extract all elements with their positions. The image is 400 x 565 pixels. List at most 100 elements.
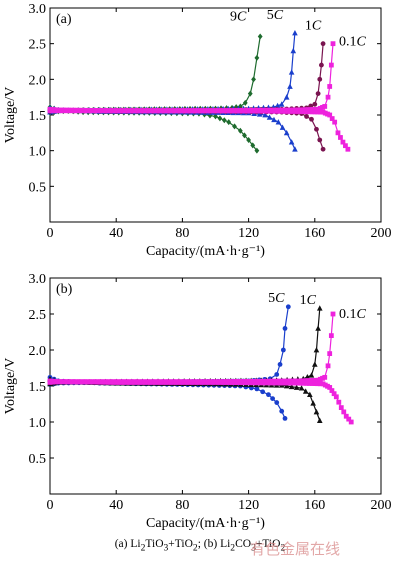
series-0.1C-discharge-point: [231, 108, 237, 114]
series-0.1C-discharge-point: [84, 379, 90, 385]
series-0.1C-discharge-point: [239, 108, 245, 114]
series-0.1C-discharge-point: [237, 380, 242, 386]
series-0.1C-charge-point: [322, 374, 328, 380]
series-0.1C-discharge-point: [277, 108, 282, 114]
series-0.1C-discharge-point: [69, 107, 74, 113]
series-1C-discharge-point: [302, 388, 309, 394]
series-0.1C-discharge-point: [74, 107, 80, 113]
series-0.1C-charge-point: [303, 378, 309, 384]
series-0.1C-charge-point: [313, 377, 319, 383]
series-0.1C-discharge-point: [71, 379, 77, 385]
series-1C-discharge-point: [293, 384, 300, 390]
series-0.1C-discharge-point: [205, 108, 211, 114]
series-0.1C-discharge-point: [50, 378, 56, 384]
series-0.1C-discharge-point: [229, 108, 234, 114]
series-0.1C-discharge-point: [234, 108, 240, 114]
series-0.1C-discharge-point: [306, 381, 312, 386]
y-tick-label: 1.5: [29, 380, 47, 395]
series-label: 1C: [305, 19, 322, 34]
series-0.1C-discharge-point: [271, 380, 277, 386]
series-0.1C-discharge-point: [111, 379, 116, 385]
series-0.1C-discharge-point: [47, 378, 53, 384]
x-tick-label: 0: [47, 498, 54, 513]
series-0.1C-discharge-point: [98, 379, 103, 385]
series-0.1C-discharge-point: [108, 108, 114, 114]
series-label-unit: C: [237, 10, 247, 25]
series-0.1C-discharge-point: [295, 109, 301, 114]
series-0.1C-discharge-point: [152, 108, 158, 114]
series-label: 9C: [230, 10, 247, 25]
y-tick-label: 2.5: [29, 308, 47, 323]
series-0.1C-discharge-point: [90, 379, 95, 385]
series-0.1C-discharge-point: [82, 107, 88, 113]
series-0.1C-discharge-point: [119, 380, 124, 385]
series-9C-discharge-point: [254, 147, 260, 154]
series-0.1C-discharge-point: [340, 139, 346, 145]
series-0.1C-discharge-point: [184, 108, 190, 114]
series-0.1C-discharge-point: [87, 379, 93, 385]
series-0.1C-discharge-point: [186, 108, 192, 114]
series-label-unit: C: [312, 19, 322, 34]
series-0.1C-discharge-point: [336, 399, 342, 405]
series-0.1C-discharge-point: [338, 405, 344, 410]
series-0.1C-discharge-point: [113, 108, 119, 114]
series-0.1C-discharge-point: [192, 108, 197, 114]
series-0.1C-discharge-point: [53, 379, 58, 384]
series-label-value: 1: [300, 293, 307, 308]
x-axis-label: Capacity/(mA·h·g⁻¹): [146, 244, 265, 259]
series-5C-discharge-point: [288, 139, 295, 145]
series-0.1C-discharge-point: [145, 108, 150, 114]
series-0.1C-discharge-point: [304, 380, 309, 386]
series-0.1C-discharge-point: [147, 108, 153, 114]
series-0.1C-discharge-point: [312, 109, 318, 115]
figure-caption: (a) Li2TiO3+TiO2; (b) Li2CO3+TiO2: [0, 538, 400, 553]
series-5C-charge-point: [278, 101, 285, 107]
series-9C-discharge-point: [246, 136, 251, 143]
series-0.1C-discharge-point: [197, 380, 203, 385]
series-0.1C-discharge-point: [168, 108, 174, 114]
series-0.1C-discharge-point: [207, 108, 213, 114]
series-label-value: 5: [268, 291, 275, 306]
caption-b-mid: CO: [235, 538, 252, 550]
series-0.1C-discharge-point: [329, 388, 335, 393]
series-0.1C-charge-point: [313, 106, 319, 112]
series-0.1C-discharge-point: [279, 108, 285, 114]
x-tick-label: 0: [47, 226, 54, 241]
series-1C-group: [47, 41, 326, 152]
series-0.1C-charge-line: [49, 313, 334, 383]
series-0.1C-discharge-point: [255, 380, 261, 386]
series-0.1C-discharge-point: [335, 130, 341, 136]
series-0.1C-discharge-line: [49, 380, 352, 423]
series-label: 0.1C: [339, 307, 367, 322]
x-tick-label: 40: [109, 226, 123, 241]
series-0.1C-discharge-point: [245, 108, 250, 114]
series-1C-charge-point: [308, 372, 315, 378]
series-9C-discharge-point: [237, 127, 243, 134]
x-tick-label: 80: [175, 226, 189, 241]
series-0.1C-discharge-point: [253, 380, 258, 386]
series-label-value: 0.1: [339, 307, 357, 322]
series-0.1C-discharge-point: [221, 380, 226, 385]
series-0.1C-discharge-point: [229, 380, 234, 385]
y-tick-label: 1.0: [29, 416, 47, 431]
series-0.1C-discharge-point: [327, 112, 333, 118]
series-0.1C-discharge-point: [124, 380, 130, 385]
y-tick-label: 3.0: [29, 2, 47, 17]
series-0.1C-discharge-point: [309, 381, 315, 386]
series-0.1C-discharge-point: [210, 108, 216, 114]
series-0.1C-discharge-point: [245, 380, 250, 386]
watermark: 有色金属在线: [250, 540, 341, 558]
series-1C-discharge-point: [307, 391, 313, 398]
series-0.1C-discharge-point: [317, 109, 323, 115]
series-0.1C-discharge-point: [304, 109, 309, 115]
series-1C-charge-point: [320, 41, 326, 47]
series-0.1C-discharge-point: [266, 108, 272, 114]
series-0.1C-discharge-point: [103, 379, 109, 385]
series-0.1C-discharge-point: [258, 380, 264, 386]
series-0.1C-discharge-point: [343, 143, 348, 149]
series-0.1C-discharge-point: [269, 108, 274, 114]
series-0.1C-discharge-point: [79, 379, 85, 385]
series-0.1C-charge-point: [327, 84, 333, 89]
series-9C-discharge-point: [250, 142, 256, 149]
